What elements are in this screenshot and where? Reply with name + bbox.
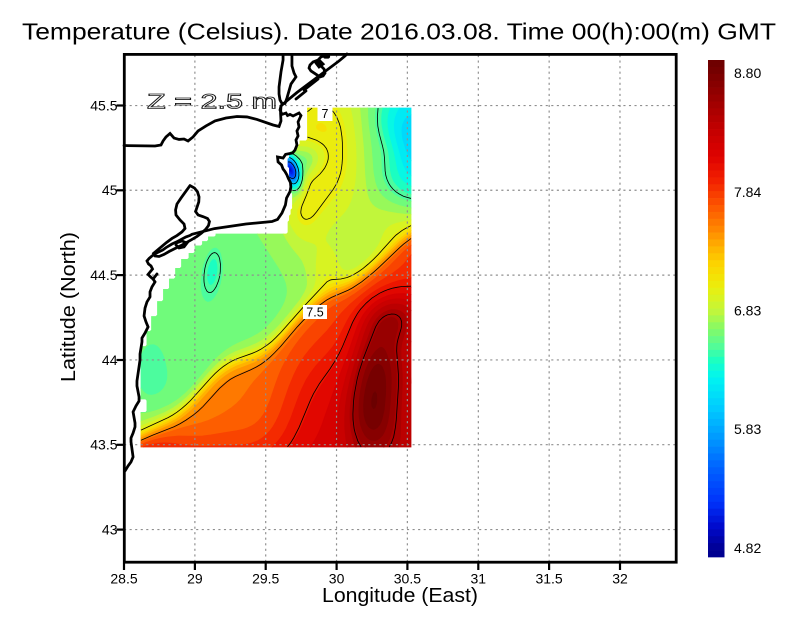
svg-text:29.5: 29.5: [252, 571, 279, 587]
svg-text:45.5: 45.5: [90, 97, 117, 113]
svg-text:Longitude (East): Longitude (East): [322, 585, 478, 607]
svg-text:32: 32: [612, 571, 628, 587]
svg-text:43: 43: [102, 521, 118, 537]
svg-text:31: 31: [471, 571, 487, 587]
svg-text:31.5: 31.5: [535, 571, 562, 587]
svg-text:Temperature (Celsius). Date 20: Temperature (Celsius). Date 2016.03.08. …: [22, 19, 776, 45]
svg-text:7: 7: [322, 107, 329, 121]
svg-text:5.83: 5.83: [734, 421, 761, 437]
svg-text:8.80: 8.80: [734, 65, 761, 81]
svg-text:Z = 2.5 m: Z = 2.5 m: [147, 91, 277, 114]
svg-text:6.83: 6.83: [734, 302, 761, 318]
svg-text:44: 44: [102, 352, 118, 368]
svg-text:29: 29: [187, 571, 203, 587]
svg-text:44.5: 44.5: [90, 267, 117, 283]
svg-text:28.5: 28.5: [110, 571, 137, 587]
svg-text:Latitude (North): Latitude (North): [58, 232, 80, 382]
svg-text:45: 45: [102, 182, 118, 198]
svg-text:43.5: 43.5: [90, 437, 117, 453]
svg-text:7.5: 7.5: [306, 306, 323, 320]
svg-text:7.84: 7.84: [734, 184, 761, 200]
svg-text:30.5: 30.5: [394, 571, 421, 587]
svg-text:4.82: 4.82: [734, 540, 761, 556]
svg-text:30: 30: [329, 571, 345, 587]
